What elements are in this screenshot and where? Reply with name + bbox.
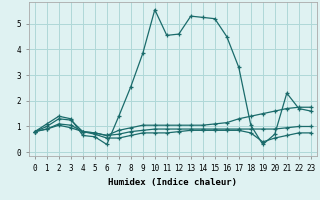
X-axis label: Humidex (Indice chaleur): Humidex (Indice chaleur) [108, 178, 237, 187]
